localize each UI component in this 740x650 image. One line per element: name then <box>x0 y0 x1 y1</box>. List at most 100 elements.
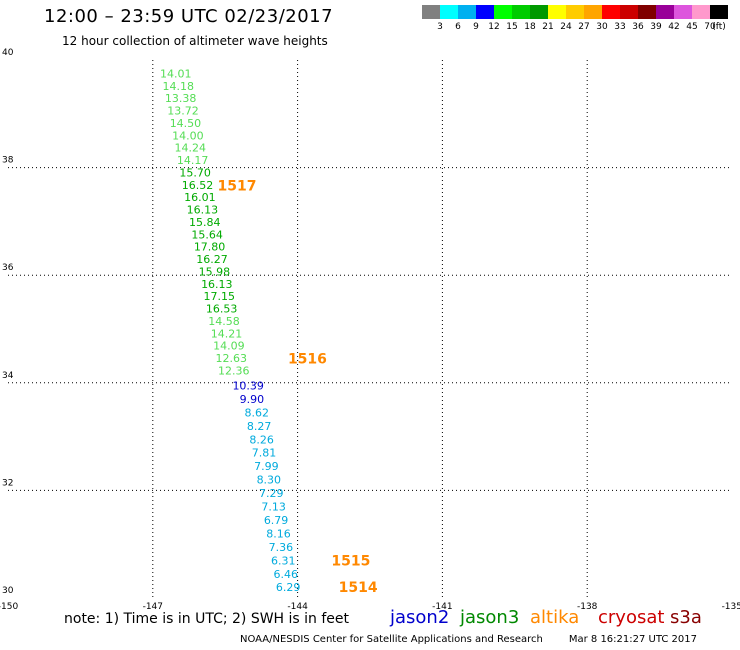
lon-tick-label: -147 <box>143 602 163 612</box>
swh-label: 6.79 <box>264 514 289 527</box>
legend-s3a: s3a <box>670 607 702 628</box>
swh-label: 12.36 <box>218 364 250 377</box>
color-scale-label: 9 <box>473 22 479 32</box>
pass-time-label: 1515 <box>331 553 370 569</box>
swh-label: 9.90 <box>240 393 265 406</box>
swh-label: 7.13 <box>261 501 286 514</box>
footnote: note: 1) Time is in UTC; 2) SWH is in fe… <box>64 611 350 627</box>
swh-label: 6.46 <box>273 568 298 581</box>
swh-label: 8.16 <box>266 527 291 540</box>
swh-label: 15.64 <box>191 228 223 241</box>
color-swatch <box>638 5 656 19</box>
lon-tick-label: -150 <box>0 602 18 612</box>
lon-tick-label: -135 <box>722 602 740 612</box>
lat-tick-label: 32 <box>2 478 13 488</box>
color-swatch <box>512 5 530 19</box>
color-swatch <box>494 5 512 19</box>
swh-label: 14.24 <box>175 142 207 155</box>
lon-tick-label: -141 <box>432 602 452 612</box>
pass-time-label: 1517 <box>217 178 256 194</box>
swh-label: 13.72 <box>167 105 199 118</box>
color-scale-label: 45 <box>686 22 698 32</box>
color-scale-label: 6 <box>455 22 461 32</box>
lon-tick-label: -144 <box>287 602 308 612</box>
color-scale-label: (ft) <box>712 22 726 32</box>
credit-text: NOAA/NESDIS Center for Satellite Applica… <box>240 634 543 645</box>
color-swatch <box>710 5 728 19</box>
swh-label: 14.00 <box>172 129 204 142</box>
color-swatch <box>602 5 620 19</box>
swh-label: 14.17 <box>177 154 209 167</box>
color-scale-label: 39 <box>650 22 662 32</box>
swh-label: 14.09 <box>213 340 245 353</box>
swh-label: 7.99 <box>254 460 279 473</box>
lat-tick-label: 30 <box>2 586 14 596</box>
lat-tick-label: 40 <box>2 48 14 58</box>
swh-label: 8.62 <box>245 406 269 419</box>
color-swatch <box>458 5 476 19</box>
legend-jason3: jason3 <box>460 607 520 628</box>
color-scale-label: 70 <box>704 22 716 32</box>
color-scale-label: 36 <box>632 22 644 32</box>
swh-label: 12.63 <box>216 352 248 365</box>
chart-title: 12:00 – 23:59 UTC 02/23/2017 <box>44 6 334 27</box>
lat-tick-label: 34 <box>2 371 14 381</box>
lat-tick-label: 36 <box>2 263 14 273</box>
swh-label: 14.01 <box>160 67 192 80</box>
lon-tick-label: -138 <box>577 602 598 612</box>
color-swatch <box>422 5 440 19</box>
lat-tick-label: 38 <box>2 156 14 166</box>
color-swatch <box>692 5 710 19</box>
swh-label: 14.21 <box>211 327 243 340</box>
swh-label: 17.80 <box>194 241 226 254</box>
color-scale-label: 18 <box>524 22 536 32</box>
swh-label: 16.52 <box>182 179 214 192</box>
color-swatch <box>674 5 692 19</box>
color-scale-label: 15 <box>506 22 518 32</box>
color-scale-label: 3 <box>437 22 443 32</box>
color-scale-label: 27 <box>578 22 590 32</box>
swh-label: 7.36 <box>269 541 294 554</box>
pass-time-label: 1514 <box>339 580 378 596</box>
swh-label: 17.15 <box>203 290 235 303</box>
color-scale-label: 12 <box>488 22 500 32</box>
swh-label: 14.18 <box>162 80 194 93</box>
legend-cryosat: cryosat <box>598 607 665 628</box>
color-swatch <box>620 5 638 19</box>
swh-label: 14.58 <box>208 315 240 328</box>
swh-label: 15.70 <box>179 166 211 179</box>
swh-label: 8.26 <box>249 433 273 446</box>
color-scale-bar <box>422 5 728 19</box>
color-swatch <box>530 5 548 19</box>
swh-label: 16.13 <box>201 278 233 291</box>
swh-label: 16.01 <box>184 191 216 204</box>
swh-label: 6.31 <box>271 554 296 567</box>
color-swatch <box>566 5 584 19</box>
swh-label: 8.30 <box>257 474 282 487</box>
pass-time-label: 1516 <box>288 352 327 368</box>
legend-jason2: jason2 <box>390 607 450 628</box>
color-swatch <box>656 5 674 19</box>
swh-label: 16.13 <box>187 204 219 217</box>
chart-subtitle: 12 hour collection of altimeter wave hei… <box>62 34 328 48</box>
legend-altika: altika <box>530 607 580 628</box>
swh-label: 16.27 <box>196 253 228 266</box>
color-scale-label: 21 <box>542 22 554 32</box>
color-scale-label: 33 <box>614 22 626 32</box>
generated-timestamp: Mar 8 16:21:27 UTC 2017 <box>568 634 697 645</box>
color-swatch <box>440 5 458 19</box>
swh-label: 7.29 <box>259 487 284 500</box>
color-swatch <box>548 5 566 19</box>
color-scale-label: 24 <box>560 22 572 32</box>
color-swatch <box>584 5 602 19</box>
swh-label: 7.81 <box>252 447 277 460</box>
swh-label: 13.38 <box>165 92 197 105</box>
credit-line: NOAA/NESDIS Center for Satellite Applica… <box>240 634 697 645</box>
color-scale-label: 30 <box>596 22 608 32</box>
swh-label: 8.27 <box>247 420 271 433</box>
swh-label: 6.29 <box>276 581 301 594</box>
swh-label: 15.84 <box>189 216 221 229</box>
swh-label: 10.39 <box>232 379 264 392</box>
swh-label: 16.53 <box>206 303 238 316</box>
